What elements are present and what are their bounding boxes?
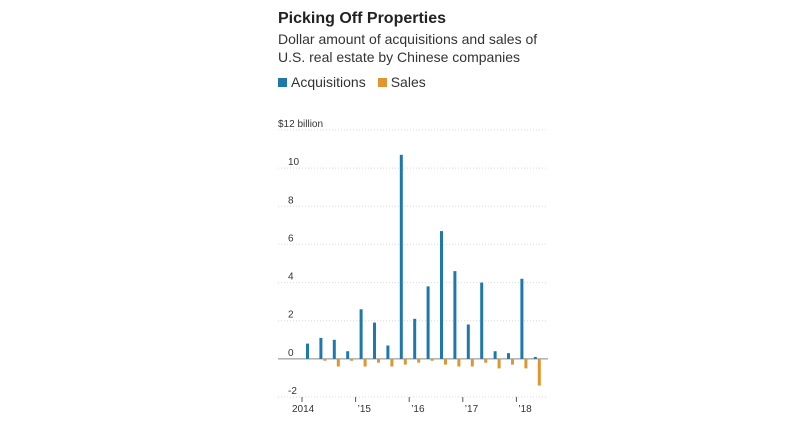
x-tick-label: ’15 [358,404,372,415]
bar-acquisitions [440,231,443,359]
y-tick-label: 2 [288,310,294,321]
bar-acquisitions [319,337,323,359]
bar-sales [444,358,447,365]
bar-sales [457,358,461,367]
y-tick-label: 0 [288,348,294,359]
bar-sales [497,358,501,369]
legend-swatch-acquisitions [278,77,287,87]
bar-sales [377,358,380,363]
y-tick-label: $12 billion [278,119,323,130]
x-tick-label: 2014 [292,404,315,415]
legend-item-acquisitions: Acquisitions [278,74,366,90]
bar-acquisitions [346,351,350,359]
y-tick-label: 8 [288,195,294,206]
bar-acquisitions [520,278,524,359]
bar-acquisitions [533,356,537,359]
bar-sales [511,358,514,365]
legend-label-sales: Sales [390,74,426,90]
bar-sales [470,358,474,367]
bar-acquisitions [493,351,497,359]
legend-item-sales: Sales [377,74,426,90]
bar-sales [390,358,394,367]
bar-sales [403,358,407,365]
bar-sales [484,358,488,363]
bar-acquisitions [306,343,309,359]
y-tick-label: 10 [288,157,300,168]
bar-sales [537,358,541,386]
bar-acquisitions [413,318,417,359]
x-tick-label: ’18 [518,404,532,415]
bar-acquisitions [332,339,336,359]
chart-subtitle: Dollar amount of acquisitions and sales … [278,31,538,65]
bar-acquisitions [359,309,363,359]
y-tick-label: 4 [288,272,294,283]
bar-sales [524,358,528,369]
bar-acquisitions [399,154,403,359]
bar-acquisitions [507,353,510,359]
bar-acquisitions [373,322,376,359]
x-tick-label: ’17 [465,404,479,415]
bar-sales [323,358,327,361]
bar-sales [336,358,340,367]
bar-sales [430,358,434,361]
y-tick-label: 6 [288,233,294,244]
bar-sales [417,358,421,363]
chart-title: Picking Off Properties [278,10,447,27]
bar-acquisitions [426,286,430,359]
bar-acquisitions [480,282,484,359]
y-tick-label: -2 [288,386,297,397]
legend-swatch-sales [377,77,387,87]
legend-label-acquisitions: Acquisitions [291,74,366,90]
bar-acquisitions [386,345,390,359]
legend: Acquisitions Sales [278,74,426,90]
bar-sales [363,358,367,367]
bar-sales [350,358,354,361]
bar-acquisitions [453,271,457,359]
x-tick-label: ’16 [411,404,425,415]
bar-acquisitions [466,324,470,359]
